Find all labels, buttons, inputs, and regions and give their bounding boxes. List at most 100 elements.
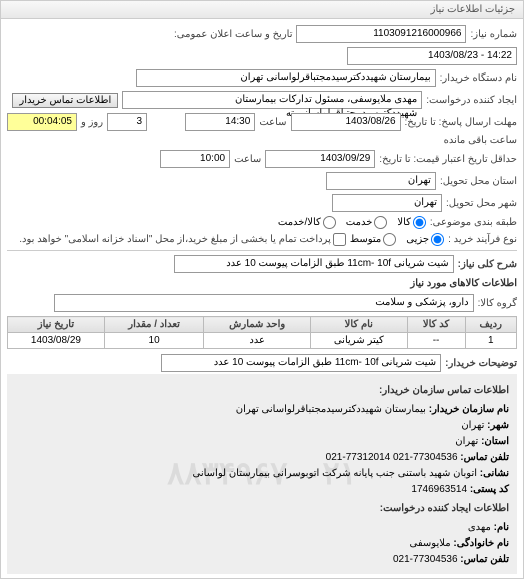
family-v: ملایوسفی [410, 538, 451, 549]
validity-date-field: 1403/09/29 [265, 150, 375, 168]
phone-k: تلفن تماس: [460, 452, 509, 463]
need-title-label: شرح کلی نیاز: [458, 259, 517, 270]
td-3: عدد [204, 333, 311, 349]
radio-goods[interactable]: کالا [397, 216, 426, 229]
time-remaining-field: 00:04:05 [7, 113, 77, 131]
postal-v: 1746963514 [411, 484, 467, 495]
time-label-1: ساعت [259, 117, 286, 128]
need-details-panel: جزئیات اطلاعات نیاز شماره نیاز: 11030912… [0, 0, 524, 579]
goods-table-header-row: ردیف کد کالا نام کالا واحد شمارش تعداد /… [8, 317, 517, 333]
city-k: شهر: [487, 420, 509, 431]
goods-group-label: گروه کالا: [478, 298, 517, 309]
line-req-family: نام خانوادگی: ملایوسفی [15, 536, 509, 552]
td-0: 1 [465, 333, 517, 349]
req-phone-k: تلفن تماس: [460, 554, 509, 565]
name-v: مهدی [468, 522, 491, 533]
line-address: نشانی: اتوبان شهید باستنی جنب پایانه شرک… [15, 466, 509, 482]
row-need-title: شرح کلی نیاز: شیت شریانی 11cm- 10f طبق ا… [7, 253, 517, 275]
row-province: استان محل تحویل: تهران [7, 170, 517, 192]
days-remaining-field: 3 [107, 113, 147, 131]
row-need-number: شماره نیاز: 1103091216000966 تاریخ و ساع… [7, 23, 517, 67]
panel-title: جزئیات اطلاعات نیاز [1, 1, 523, 19]
time-label-2: ساعت [234, 154, 261, 165]
need-number-label: شماره نیاز: [470, 29, 517, 40]
buyer-notes-field: شیت شریانی 11cm- 10f طبق الزامات پیوست 1… [161, 354, 441, 372]
radio-partial-input[interactable] [431, 233, 444, 246]
requester-field: مهدی ملایوسفی، مسئول تدارکات بیمارستان ش… [122, 91, 422, 109]
th-0: ردیف [465, 317, 517, 333]
td-4: 10 [104, 333, 204, 349]
announce-label: تاریخ و ساعت اعلان عمومی: [174, 29, 293, 40]
radio-service-input[interactable] [374, 216, 387, 229]
buyer-org-label: نام دستگاه خریدار: [440, 73, 517, 84]
radio-goods-input[interactable] [413, 216, 426, 229]
address-k: نشانی: [480, 468, 509, 479]
province-label: استان محل تحویل: [440, 176, 517, 187]
validity-time-field: 10:00 [160, 150, 230, 168]
goods-table: ردیف کد کالا نام کالا واحد شمارش تعداد /… [7, 316, 517, 349]
buyer-contact-button[interactable]: اطلاعات تماس خریدار [12, 93, 118, 108]
goods-table-body: 1 -- کیتر شریانی عدد 10 1403/08/29 [8, 333, 517, 349]
line-province: استان: تهران [15, 434, 509, 450]
goods-table-head: ردیف کد کالا نام کالا واحد شمارش تعداد /… [8, 317, 517, 333]
radio-mid-input[interactable] [383, 233, 396, 246]
row-classification: طبقه بندی موضوعی: کالا خدمت کالا/خدمت [7, 214, 517, 231]
org-name-v: بیمارستان شهیددکترسیدمجتباقرلواسانی تهرا… [236, 404, 426, 415]
requester-label: ایجاد کننده درخواست: [426, 95, 517, 106]
validity-label: حداقل تاریخ اعتبار قیمت: تا تاریخ: [379, 154, 517, 165]
phone-v: 77304536-021 77312014-021 [326, 452, 458, 463]
radio-service-label: خدمت [346, 217, 373, 228]
treasury-note-label: پرداخت تمام یا بخشی از مبلغ خرید،از محل … [19, 234, 331, 245]
line-city: شهر: تهران [15, 418, 509, 434]
radio-service[interactable]: خدمت [346, 216, 388, 229]
radio-partial[interactable]: جزیی [406, 233, 444, 246]
buyer-org-field: بیمارستان شهیددکترسیدمجتباقرلواسانی تهرا… [136, 69, 436, 87]
row-validity: حداقل تاریخ اعتبار قیمت: تا تاریخ: 1403/… [7, 148, 517, 170]
contact-info-box: ۰۲۱–۸۸۳۴۹۶۷ اطلاعات تماس سازمان خریدار: … [7, 374, 517, 574]
th-4: تعداد / مقدار [104, 317, 204, 333]
treasury-note-input[interactable] [333, 233, 346, 246]
city-label: شهر محل تحویل: [446, 198, 517, 209]
line-req-name: نام: مهدی [15, 520, 509, 536]
family-k: نام خانوادگی: [453, 538, 509, 549]
row-requester: ایجاد کننده درخواست: مهدی ملایوسفی، مسئو… [7, 89, 517, 111]
row-buyer-notes: توضیحات خریدار: شیت شریانی 11cm- 10f طبق… [7, 352, 517, 374]
line-req-phone: تلفن تماس: 77304536-021 [15, 552, 509, 568]
row-buyer-org: نام دستگاه خریدار: بیمارستان شهیددکترسید… [7, 67, 517, 89]
table-row: 1 -- کیتر شریانی عدد 10 1403/08/29 [8, 333, 517, 349]
line-phone: تلفن تماس: 77304536-021 77312014-021 [15, 450, 509, 466]
radio-both-label: کالا/خدمت [278, 217, 321, 228]
contact-section-title: اطلاعات تماس سازمان خریدار: [15, 380, 509, 402]
line-org-name: نام سازمان خریدار: بیمارستان شهیددکترسید… [15, 402, 509, 418]
panel-body: شماره نیاز: 1103091216000966 تاریخ و ساع… [1, 19, 523, 578]
row-city: شهر محل تحویل: تهران [7, 192, 517, 214]
th-5: تاریخ نیاز [8, 317, 105, 333]
line-postal: کد پستی: 1746963514 [15, 482, 509, 498]
classification-label: طبقه بندی موضوعی: [430, 217, 517, 228]
row-goods-group: گروه کالا: دارو، پزشکی و سلامت [7, 292, 517, 314]
province-v: تهران [455, 436, 478, 447]
remaining-label: ساعت باقی مانده [444, 135, 517, 146]
radio-mid[interactable]: متوسط [350, 233, 396, 246]
treasury-note-checkbox[interactable]: پرداخت تمام یا بخشی از مبلغ خرید،از محل … [19, 233, 346, 246]
td-5: 1403/08/29 [8, 333, 105, 349]
name-k: نام: [494, 522, 509, 533]
th-1: کد کالا [407, 317, 465, 333]
province-field: تهران [326, 172, 436, 190]
classification-radio-group: کالا خدمت کالا/خدمت [278, 216, 426, 229]
row-purchase-type: نوع فرآیند خرید : جزیی متوسط پرداخت تمام… [7, 231, 517, 248]
need-number-field: 1103091216000966 [296, 25, 466, 43]
org-name-k: نام سازمان خریدار: [429, 404, 509, 415]
radio-both[interactable]: کالا/خدمت [278, 216, 336, 229]
days-label: روز و [81, 117, 103, 128]
separator-1 [7, 250, 517, 251]
goods-group-field: دارو، پزشکی و سلامت [54, 294, 474, 312]
response-date-field: 1403/08/26 [291, 113, 401, 131]
purchase-radio-group: جزیی متوسط [350, 233, 444, 246]
th-2: نام کالا [311, 317, 408, 333]
purchase-type-label: نوع فرآیند خرید : [448, 234, 517, 245]
radio-partial-label: جزیی [406, 234, 429, 245]
address-v: اتوبان شهید باستنی جنب پایانه شرکت اتوبو… [193, 468, 478, 479]
radio-both-input[interactable] [323, 216, 336, 229]
td-2: کیتر شریانی [311, 333, 408, 349]
